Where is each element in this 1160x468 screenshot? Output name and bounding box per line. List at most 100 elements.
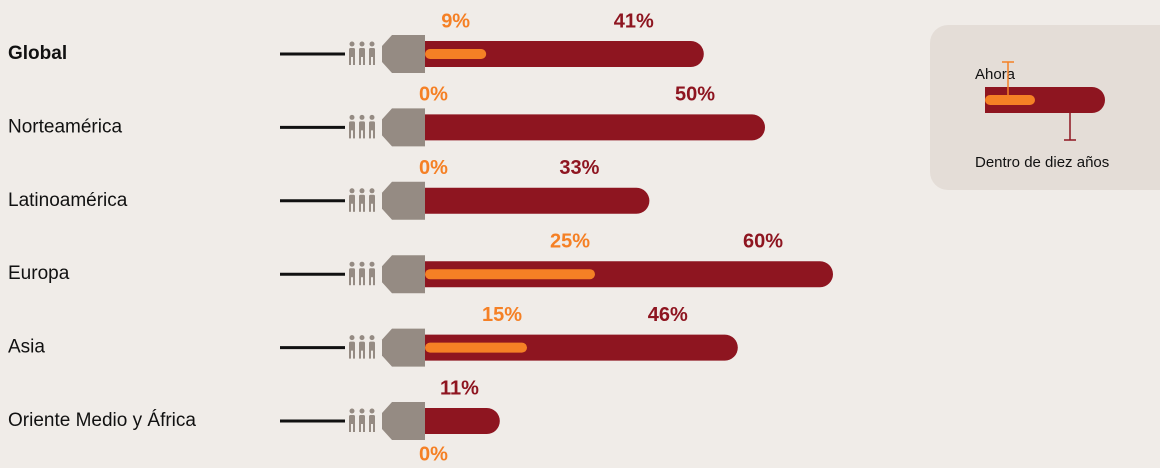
icon (373, 349, 375, 359)
icon (349, 41, 355, 47)
icon (349, 121, 355, 131)
icon (359, 335, 365, 341)
legend: Ahora Dentro de diez años (930, 25, 1160, 190)
category-label: Global (8, 43, 67, 64)
icon (359, 268, 365, 278)
category-label: Oriente Medio y África (8, 410, 196, 431)
icon (363, 276, 365, 286)
icon (359, 188, 365, 194)
icon (373, 129, 375, 139)
icon (369, 114, 375, 120)
icon (369, 415, 375, 424)
icon (349, 48, 355, 57)
icon (359, 261, 365, 267)
icon (369, 48, 375, 57)
bar (425, 408, 500, 434)
icon (369, 56, 371, 65)
icon (359, 423, 361, 432)
value-label: 46% (648, 304, 688, 326)
icon (359, 276, 361, 286)
icon (359, 56, 361, 65)
icon (373, 202, 375, 212)
row: Latinoamérica 33% 0% (8, 157, 650, 220)
value-label: 0% (419, 157, 448, 179)
plug (382, 255, 425, 294)
icon (349, 423, 351, 432)
value-label: 0% (419, 84, 448, 106)
icon (359, 194, 365, 204)
row: Global 41% 9% (8, 10, 704, 73)
icon (363, 349, 365, 359)
icon (369, 261, 375, 267)
icon (369, 194, 375, 204)
icon (363, 129, 365, 139)
icon (373, 56, 375, 65)
plug (382, 108, 425, 147)
icon (359, 408, 365, 414)
category-label: Latinoamérica (8, 190, 128, 211)
value-label: 33% (559, 157, 599, 179)
icon (359, 349, 361, 359)
bar (425, 269, 595, 280)
icon (359, 415, 365, 424)
value-label: 25% (550, 230, 590, 252)
icon (369, 341, 375, 351)
legend-swatch (985, 87, 1105, 113)
bar (425, 187, 650, 214)
icon (349, 408, 355, 414)
bar (425, 41, 704, 67)
bar (425, 49, 487, 59)
icon (349, 188, 355, 194)
icon (369, 268, 375, 278)
icon (359, 341, 365, 351)
icon (353, 349, 355, 359)
icon (369, 423, 371, 432)
icon (369, 129, 371, 139)
icon (359, 129, 361, 139)
icon (349, 129, 351, 139)
icon (353, 56, 355, 65)
icon (369, 188, 375, 194)
value-label: 50% (675, 84, 715, 106)
icon (349, 114, 355, 120)
icon (349, 202, 351, 212)
icon (353, 276, 355, 286)
bar (425, 342, 527, 353)
value-label: 0% (419, 443, 448, 465)
icon (363, 423, 365, 432)
icon (373, 276, 375, 286)
plug (382, 402, 425, 440)
plug (382, 328, 425, 367)
icon (349, 335, 355, 341)
row: Norteamérica 50% 0% (8, 84, 766, 147)
icon (369, 335, 375, 341)
icon (349, 276, 351, 286)
bar (425, 114, 766, 141)
icon (353, 423, 355, 432)
icon (359, 114, 365, 120)
category-label: Asia (8, 337, 45, 358)
icon (359, 202, 361, 212)
icon (353, 129, 355, 139)
icon (353, 202, 355, 212)
value-label: 15% (482, 304, 522, 326)
icon (349, 341, 355, 351)
category-label: Norteamérica (8, 116, 122, 137)
icon (369, 121, 375, 131)
icon (349, 268, 355, 278)
icon (369, 41, 375, 47)
row: Oriente Medio y África 11% 0% (8, 377, 500, 465)
icon (359, 41, 365, 47)
icon (369, 349, 371, 359)
icon (349, 349, 351, 359)
plug (382, 35, 425, 73)
bar (425, 334, 738, 361)
value-label: 41% (614, 10, 654, 32)
icon (373, 423, 375, 432)
bar (425, 261, 834, 288)
legend-label: Ahora (975, 66, 1016, 83)
icon (363, 202, 365, 212)
icon (369, 202, 371, 212)
icon (369, 276, 371, 286)
